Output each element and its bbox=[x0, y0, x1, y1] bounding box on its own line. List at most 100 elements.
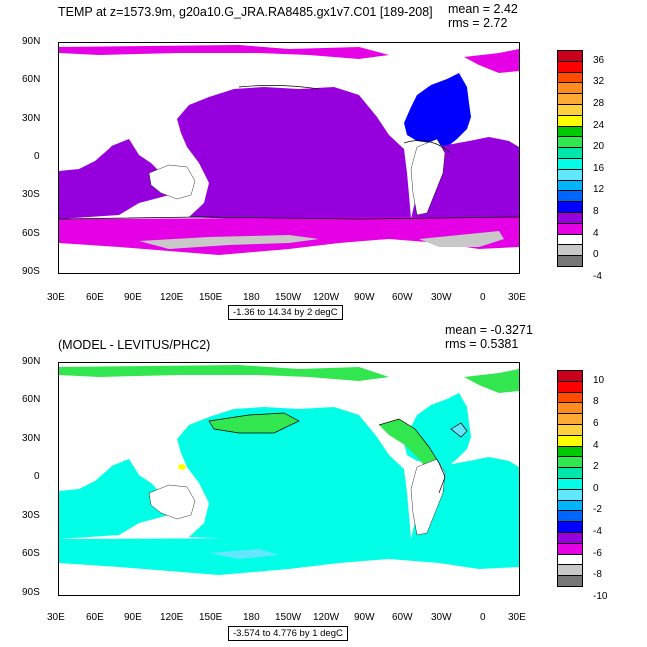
contour-line bbox=[238, 85, 320, 90]
y-tick: 90S bbox=[22, 587, 40, 598]
ross-sea-fill bbox=[139, 235, 319, 249]
y-tick: 60N bbox=[22, 394, 41, 405]
arctic-ocean-fill-east bbox=[464, 49, 519, 73]
x-tick: 90E bbox=[124, 292, 142, 303]
x-tick: 30E bbox=[47, 612, 65, 623]
arctic-ocean-fill-east bbox=[464, 369, 519, 393]
pacific-ocean-fill bbox=[177, 407, 411, 543]
x-tick: 60W bbox=[392, 292, 413, 303]
legend-label: -6 bbox=[593, 547, 602, 559]
indonesia-positive-spot bbox=[178, 464, 186, 470]
x-tick: 150W bbox=[275, 292, 302, 303]
x-tick: 90E bbox=[124, 612, 142, 623]
x-tick: 150E bbox=[199, 292, 223, 303]
y-tick: 30N bbox=[22, 113, 41, 124]
x-tick: 30E bbox=[508, 292, 526, 303]
legend-label: 4 bbox=[593, 227, 599, 239]
contour-range-label: -1.36 to 14.34 by 2 degC bbox=[228, 305, 343, 320]
legend-label: 4 bbox=[593, 439, 599, 451]
legend-label: 8 bbox=[593, 206, 599, 217]
legend-label: 2 bbox=[593, 461, 599, 473]
x-tick: 0 bbox=[480, 612, 486, 623]
southern-ocean-negative bbox=[209, 549, 279, 559]
x-tick: 60W bbox=[392, 612, 413, 623]
x-tick: 120E bbox=[160, 292, 184, 303]
x-tick: 150W bbox=[275, 612, 302, 623]
legend-label: 28 bbox=[593, 98, 605, 109]
x-tick: 30E bbox=[47, 292, 65, 303]
africa-land bbox=[59, 417, 119, 491]
legend-label: -4 bbox=[593, 270, 602, 282]
contour-line bbox=[59, 216, 519, 220]
x-tick: 120W bbox=[313, 612, 340, 623]
x-tick: 180 bbox=[243, 292, 260, 303]
legend-label: 12 bbox=[593, 184, 605, 196]
x-tick: 120W bbox=[313, 292, 340, 303]
north-atlantic-fill bbox=[404, 73, 471, 147]
legend-label: -8 bbox=[593, 569, 602, 581]
legend-label: -2 bbox=[593, 504, 602, 516]
legend-color-cell bbox=[557, 255, 583, 267]
mean-stat: mean = 2.42 bbox=[448, 2, 518, 16]
x-tick: 180 bbox=[243, 612, 260, 623]
legend-label: 20 bbox=[593, 141, 605, 153]
rms-stat: rms = 2.72 bbox=[448, 16, 508, 30]
legend-label: 10 bbox=[593, 374, 605, 386]
difference-map bbox=[59, 365, 519, 575]
y-tick: 90S bbox=[22, 266, 40, 277]
y-tick: 30S bbox=[22, 510, 40, 521]
legend-label: 32 bbox=[593, 76, 605, 88]
x-tick: 90W bbox=[354, 292, 375, 303]
contour-line bbox=[208, 412, 300, 434]
x-tick: 30W bbox=[431, 292, 452, 303]
chart-title: (MODEL - LEVITUS/PHC2) bbox=[58, 338, 211, 352]
contour-range-label: -3.574 to 4.776 by 1 degC bbox=[228, 626, 348, 641]
y-tick: 0 bbox=[34, 151, 40, 162]
legend-label: 24 bbox=[593, 119, 605, 131]
legend-label: -4 bbox=[593, 526, 602, 537]
x-tick: 30E bbox=[508, 612, 526, 623]
y-tick: 0 bbox=[34, 471, 40, 482]
contour-line bbox=[403, 140, 452, 154]
x-tick: 120E bbox=[160, 612, 184, 623]
australia-land bbox=[148, 164, 196, 200]
legend-label: 16 bbox=[593, 162, 605, 174]
y-tick: 90N bbox=[22, 356, 41, 367]
arctic-ocean-fill bbox=[59, 365, 389, 381]
chart-title: TEMP at z=1573.9m, g20a10.G_JRA.RA8485.g… bbox=[58, 5, 433, 19]
labrador-sea-negative bbox=[451, 423, 467, 437]
temperature-map bbox=[59, 45, 519, 255]
y-tick: 60N bbox=[22, 74, 41, 85]
legend-label: -10 bbox=[593, 590, 608, 602]
top-chart-panel: TEMP at z=1573.9m, g20a10.G_JRA.RA8485.g… bbox=[0, 0, 647, 320]
y-tick: 30N bbox=[22, 433, 41, 444]
color-legend: 10 8 6 4 2 0 -2 -4 -6 -8 -10 bbox=[557, 370, 607, 602]
map-plot-area bbox=[58, 362, 520, 596]
legend-label: 0 bbox=[593, 482, 599, 494]
map-plot-area bbox=[58, 42, 520, 274]
legend-color-cell bbox=[557, 575, 583, 587]
rms-stat: rms = 0.5381 bbox=[445, 337, 519, 351]
color-legend: 36 32 28 24 20 16 12 8 4 0 -4 bbox=[557, 50, 604, 282]
legend-label: 36 bbox=[593, 54, 605, 66]
y-tick: 90N bbox=[22, 36, 41, 47]
x-tick: 30W bbox=[431, 612, 452, 623]
arctic-ocean-fill bbox=[59, 45, 389, 59]
south-america-land bbox=[410, 458, 446, 536]
x-tick: 90W bbox=[354, 612, 375, 623]
x-tick: 0 bbox=[480, 292, 486, 303]
contour-line bbox=[450, 422, 468, 438]
y-tick: 60S bbox=[22, 228, 40, 239]
mean-stat: mean = -0.3271 bbox=[445, 323, 533, 337]
contour-line bbox=[378, 418, 446, 494]
x-tick: 60E bbox=[86, 612, 104, 623]
africa-land bbox=[59, 97, 119, 171]
bottom-chart-panel: (MODEL - LEVITUS/PHC2) mean = -0.3271 rm… bbox=[0, 320, 647, 647]
y-tick: 60S bbox=[22, 548, 40, 559]
y-tick: 30S bbox=[22, 189, 40, 200]
southern-ocean-fill bbox=[59, 537, 519, 575]
australia-land bbox=[148, 484, 196, 520]
x-tick: 60E bbox=[86, 292, 104, 303]
legend-label: 6 bbox=[593, 418, 599, 429]
north-pacific-positive bbox=[209, 413, 299, 433]
